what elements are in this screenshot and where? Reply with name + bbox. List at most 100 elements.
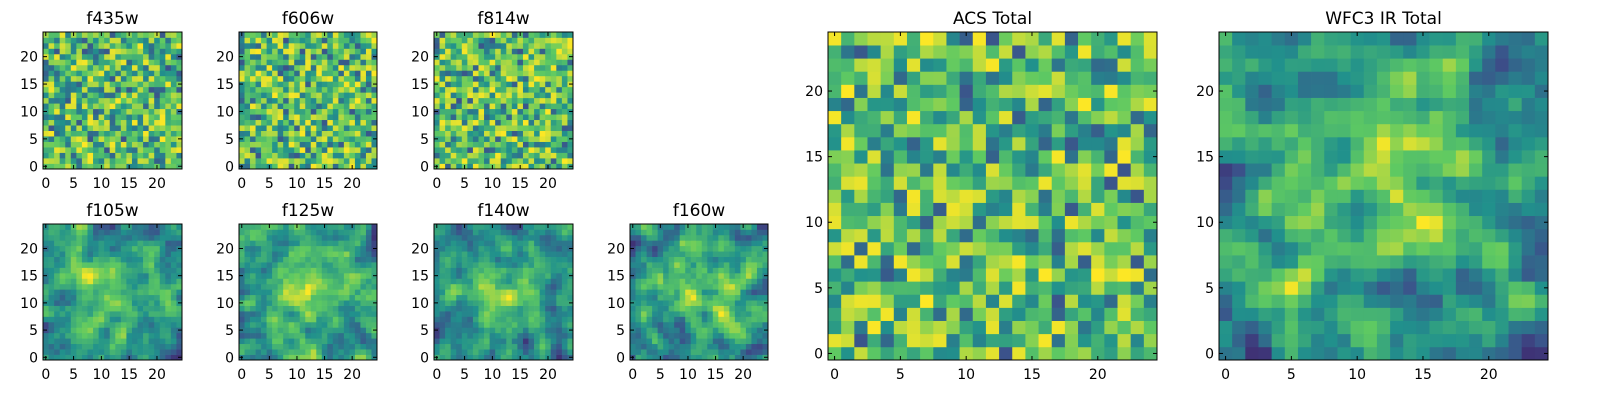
y-tick-label: 15	[607, 269, 625, 285]
heatmap-cell	[701, 343, 708, 350]
heatmap-cell	[310, 294, 317, 301]
heatmap-cell	[343, 338, 350, 345]
heatmap-cell	[255, 70, 262, 77]
heatmap-cell	[517, 81, 524, 88]
heatmap-cell	[450, 114, 457, 121]
heatmap-cell	[338, 300, 345, 306]
heatmap-cell	[54, 147, 61, 153]
heatmap-cell	[506, 75, 513, 82]
heatmap-cell	[165, 152, 172, 159]
heatmap-cell	[467, 332, 474, 339]
heatmap-cell	[701, 316, 708, 323]
heatmap-cell	[250, 92, 256, 99]
heatmap-cell	[321, 48, 328, 55]
heatmap-cell	[109, 327, 116, 334]
heatmap-cell	[65, 37, 72, 44]
heatmap-cell	[266, 240, 273, 247]
heatmap-cell	[1012, 320, 1026, 335]
heatmap-cell	[109, 119, 116, 126]
heatmap-cell	[170, 256, 177, 263]
heatmap-cell	[511, 251, 518, 257]
heatmap-cell	[365, 305, 372, 312]
heatmap-cell	[685, 316, 692, 323]
heatmap-cell	[641, 267, 647, 274]
heatmap-cell	[261, 332, 267, 339]
heatmap-cell	[137, 283, 144, 290]
heatmap-cell	[250, 152, 256, 159]
heatmap-cell	[630, 267, 636, 274]
heatmap-cell	[456, 108, 463, 115]
heatmap-cell	[131, 32, 138, 38]
heatmap-cell	[489, 262, 496, 268]
heatmap-cell	[43, 283, 49, 290]
heatmap-cell	[528, 119, 535, 126]
heatmap-cell	[534, 289, 540, 296]
heatmap-cell	[556, 42, 563, 49]
heatmap-cell	[360, 311, 367, 317]
heatmap-cell	[294, 158, 301, 164]
heatmap-cell	[343, 152, 350, 159]
heatmap-cell	[685, 289, 692, 296]
heatmap-cell	[332, 262, 339, 268]
heatmap-cell	[250, 338, 256, 345]
heatmap-cell	[478, 311, 485, 317]
heatmap-cell	[239, 229, 245, 236]
heatmap-cell	[277, 103, 284, 110]
heatmap-cell	[104, 251, 111, 257]
heatmap-cell	[450, 103, 457, 110]
heatmap-cell	[657, 267, 664, 274]
heatmap-cell	[109, 240, 116, 247]
heatmap-cell	[349, 53, 356, 60]
heatmap-cell	[360, 354, 367, 361]
heatmap-cell	[1091, 281, 1105, 295]
heatmap-cell	[495, 289, 502, 296]
heatmap-cell	[556, 316, 563, 323]
heatmap-cell	[567, 305, 574, 312]
heatmap-cell	[365, 349, 372, 355]
y-tick-label: 10	[411, 104, 429, 120]
heatmap-cell	[556, 86, 563, 93]
heatmap-cell	[137, 141, 144, 148]
heatmap-cell	[674, 240, 681, 247]
heatmap-cell	[266, 130, 273, 137]
heatmap-cell	[561, 262, 568, 268]
heatmap-cell	[854, 150, 868, 164]
heatmap-cell	[668, 343, 675, 350]
heatmap-cell	[266, 338, 273, 345]
heatmap-cell	[137, 278, 144, 285]
heatmap-cell	[506, 316, 513, 323]
heatmap-cell	[545, 272, 552, 279]
heatmap-cell	[316, 294, 323, 301]
heatmap-cell	[143, 300, 149, 306]
heatmap-cell	[365, 267, 372, 274]
heatmap-cell	[65, 59, 72, 66]
heatmap-cell	[165, 256, 172, 263]
heatmap-cell	[250, 229, 256, 236]
heatmap-cell	[657, 262, 664, 268]
y-tick-label: 10	[607, 296, 625, 312]
heatmap-cell	[880, 307, 895, 321]
heatmap-cell	[109, 234, 116, 241]
heatmap-cell	[484, 92, 490, 99]
heatmap-cell	[288, 97, 295, 104]
heatmap-cell	[528, 108, 535, 115]
heatmap-cell	[972, 163, 987, 177]
heatmap-cell	[489, 158, 496, 164]
heatmap-cell	[316, 354, 323, 361]
heatmap-cell	[343, 81, 350, 88]
heatmap-cell	[534, 81, 540, 88]
heatmap-cell	[630, 332, 636, 339]
heatmap-cell	[109, 147, 116, 153]
heatmap-cell	[439, 278, 446, 285]
heatmap-cell	[439, 338, 446, 345]
heatmap-cell	[165, 305, 172, 312]
heatmap-cell	[354, 289, 361, 296]
heatmap-cell	[261, 327, 267, 334]
heatmap-cell	[641, 240, 647, 247]
heatmap-cell	[332, 37, 339, 44]
axes-frame	[42, 223, 183, 361]
heatmap-cell	[745, 283, 752, 290]
heatmap-cell	[439, 119, 446, 126]
heatmap-cell	[439, 42, 446, 49]
